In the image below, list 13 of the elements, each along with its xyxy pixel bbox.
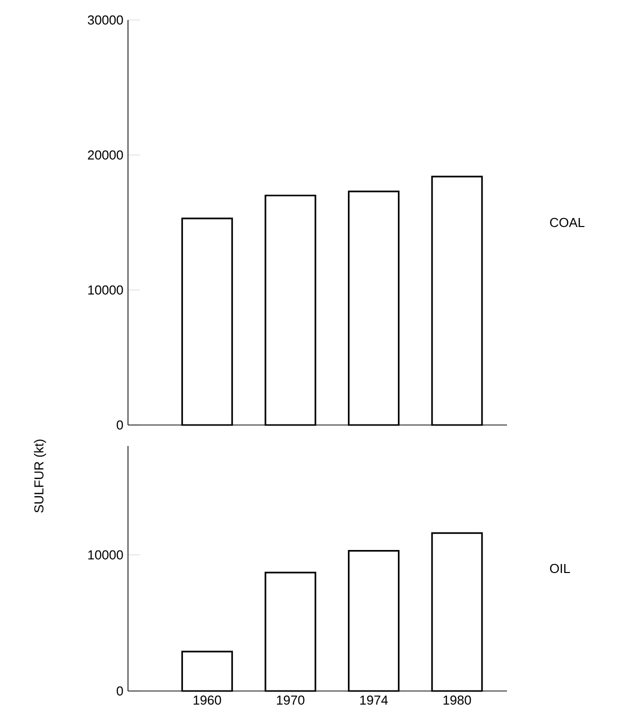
y-axis-title: SULFUR (kt) xyxy=(34,440,46,513)
y-tick-label: 10000 xyxy=(88,550,123,560)
x-tick-label: 1970 xyxy=(276,696,304,705)
y-tick-label: 20000 xyxy=(88,150,123,160)
text: OIL xyxy=(550,564,570,574)
x-tick-label: 1960 xyxy=(194,696,222,705)
y-tick-label: 0 xyxy=(116,686,123,696)
y-tick-label: 10000 xyxy=(88,285,123,295)
x-tick-label: 1974 xyxy=(360,696,388,705)
text: COAL xyxy=(550,218,584,228)
x-tick-label: 1980 xyxy=(444,696,471,705)
y-tick-label: 0 xyxy=(116,420,123,430)
y-tick-label: 30000 xyxy=(88,15,123,25)
